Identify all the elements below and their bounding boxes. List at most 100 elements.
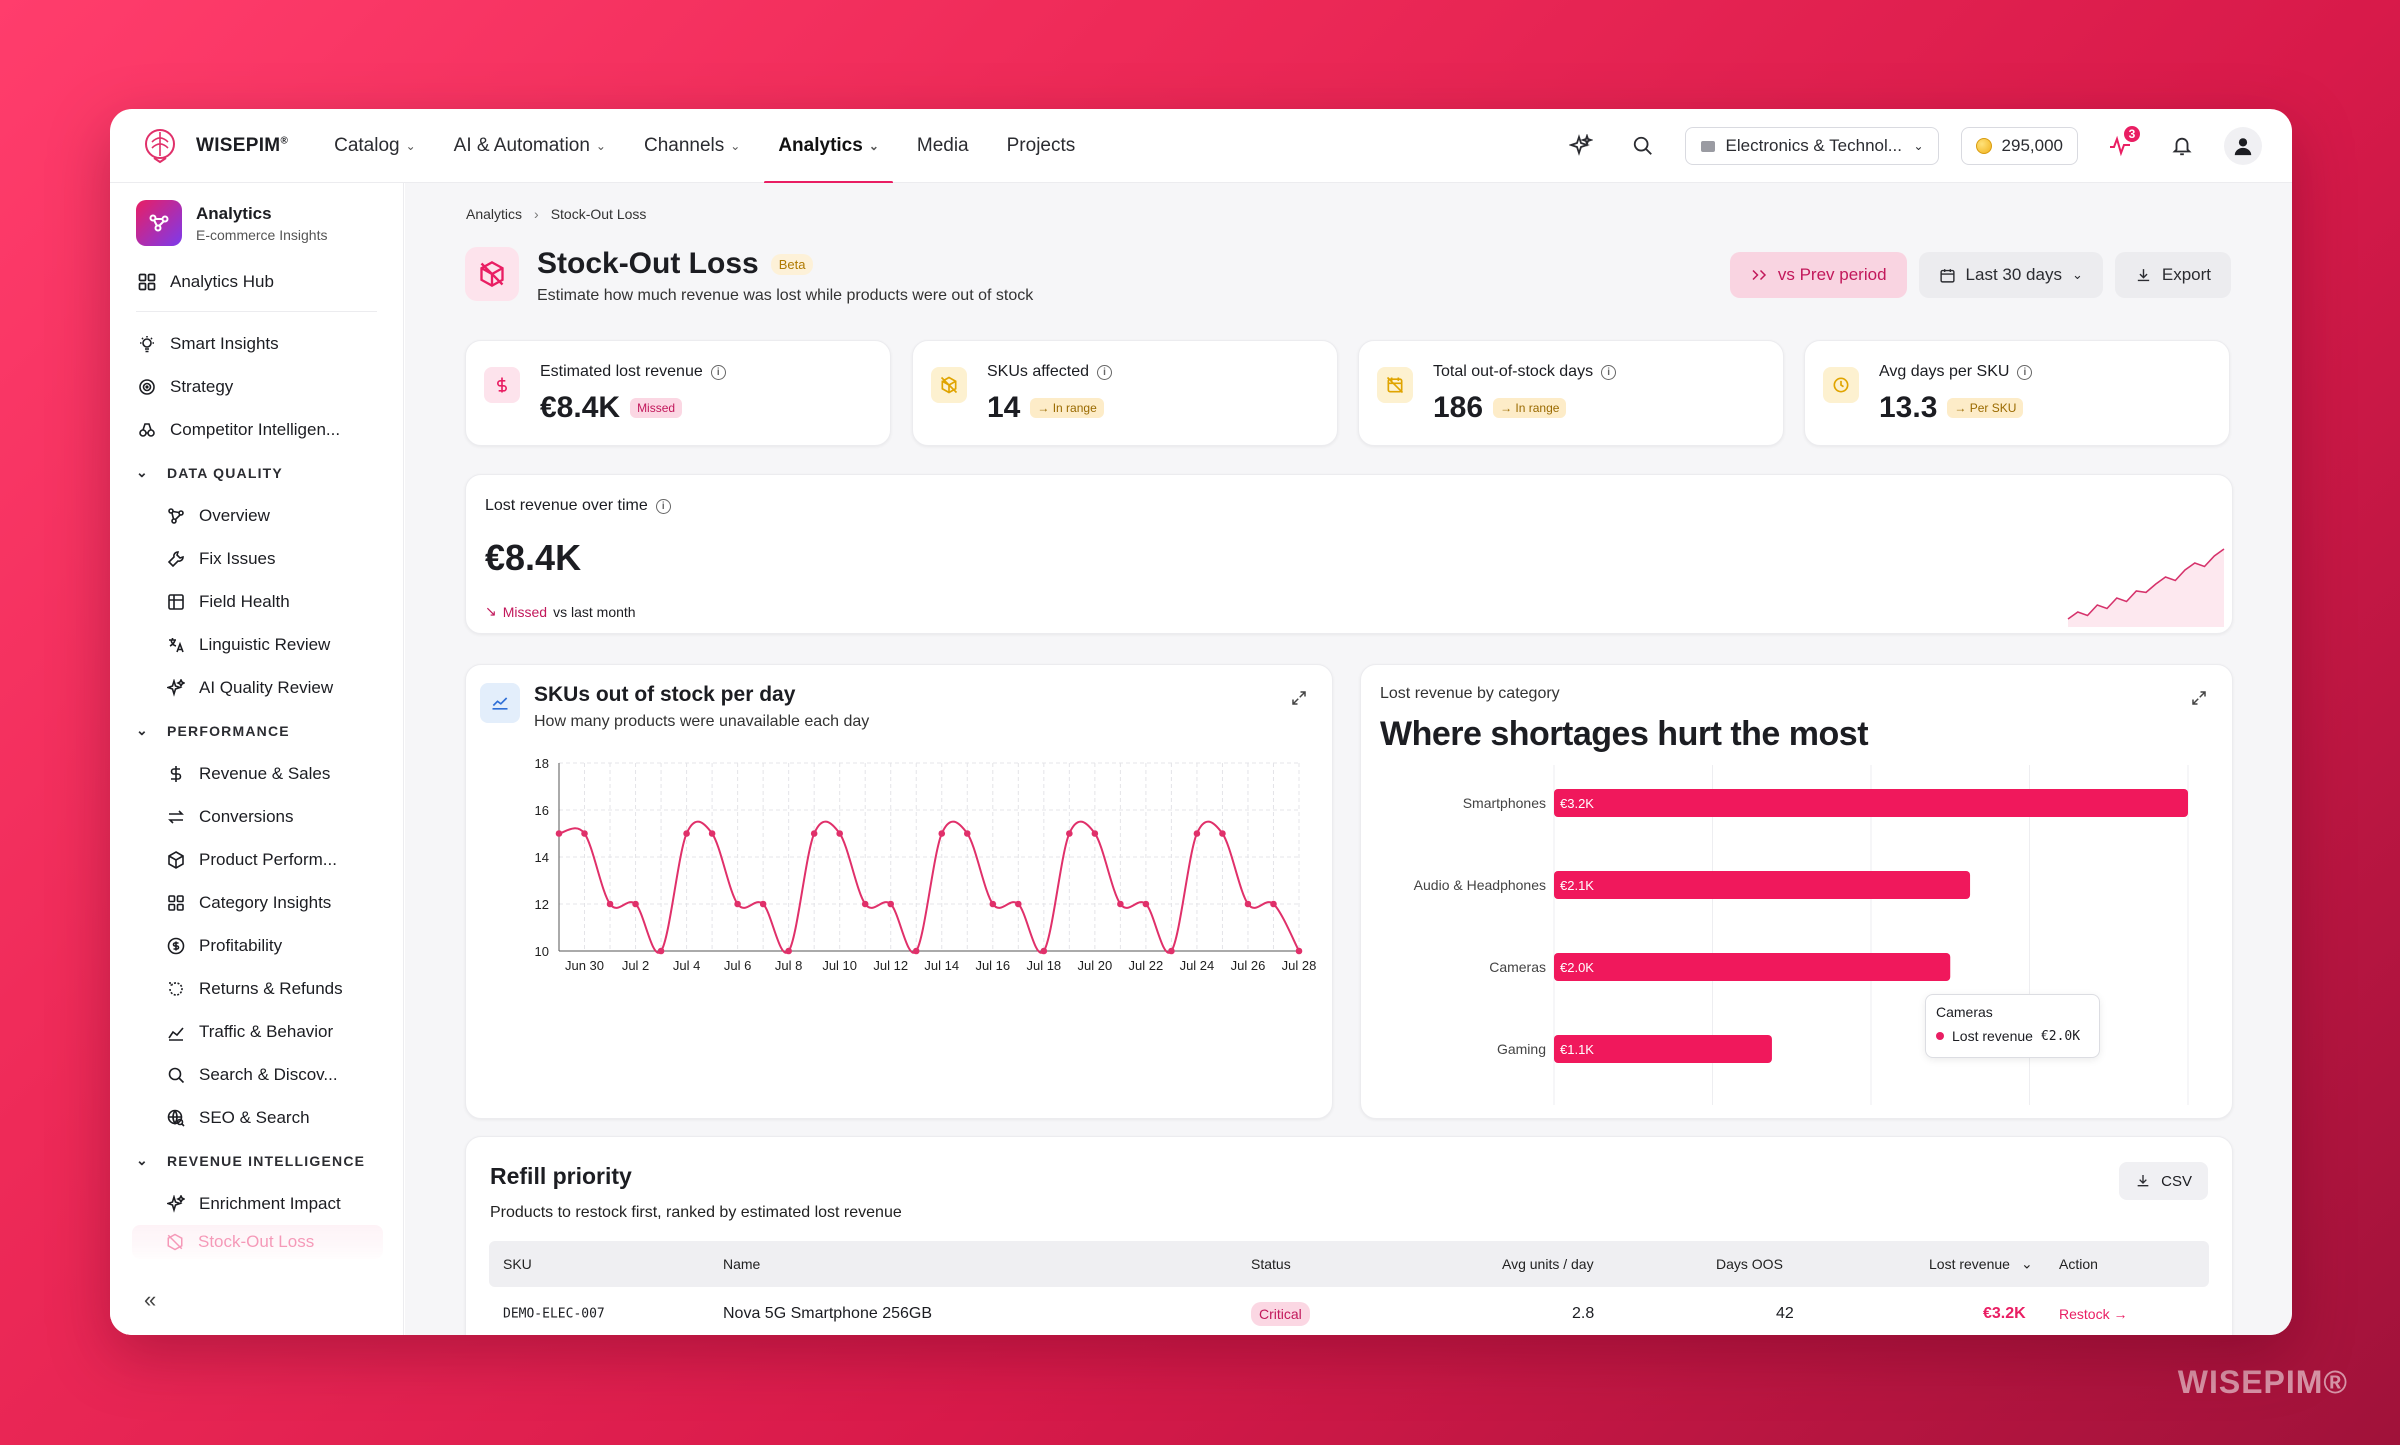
nav-channels[interactable]: Channels ⌄ <box>630 109 754 183</box>
sidebar-section-revenue-intelligence[interactable]: ⌄ REVENUE INTELLIGENCE <box>110 1139 403 1182</box>
csv-download-button[interactable]: CSV <box>2119 1162 2208 1200</box>
table-row[interactable]: DEMO-ELEC-007 Nova 5G Smartphone 256GB C… <box>489 1287 2209 1335</box>
sidebar-item-returns-refunds[interactable]: Returns & Refunds <box>110 967 403 1010</box>
sidebar-item-label: Overview <box>199 505 270 525</box>
data-point[interactable] <box>555 830 563 837</box>
col-status[interactable]: Status <box>1251 1256 1291 1272</box>
sidebar-item-linguistic-review[interactable]: Linguistic Review <box>110 623 403 666</box>
breadcrumb-analytics[interactable]: Analytics <box>466 206 523 222</box>
data-point[interactable] <box>1270 900 1277 908</box>
sidebar-item-seo-search[interactable]: SEO & Search <box>110 1096 403 1139</box>
info-icon[interactable]: i <box>1096 364 1112 380</box>
sidebar-item-competitor-intelligen[interactable]: Competitor Intelligen... <box>110 408 403 451</box>
sidebar-item-conversions[interactable]: Conversions <box>110 795 403 838</box>
data-point[interactable] <box>759 900 767 908</box>
col-name[interactable]: Name <box>723 1256 761 1272</box>
data-point[interactable] <box>1040 947 1048 955</box>
collapse-sidebar-button[interactable]: « <box>144 1287 157 1312</box>
sidebar-item-overview[interactable]: Overview <box>110 494 403 537</box>
category-label: Cameras <box>1489 959 1546 975</box>
data-point[interactable] <box>963 830 971 837</box>
nav-catalog[interactable]: Catalog ⌄ <box>320 109 430 183</box>
bar-audio-headphones[interactable] <box>1554 871 1971 899</box>
x-tick-label: Jul 20 <box>1078 958 1113 973</box>
data-point[interactable] <box>1295 947 1303 955</box>
data-point[interactable] <box>734 900 741 908</box>
data-point[interactable] <box>581 830 588 837</box>
info-icon[interactable]: i <box>1601 364 1617 380</box>
col-days-oos[interactable]: Days OOS <box>1716 1256 1783 1272</box>
sidebar-section-performance[interactable]: ⌄ PERFORMANCE <box>110 709 403 752</box>
data-point[interactable] <box>887 900 895 908</box>
sidebar-item-stock-out-loss[interactable]: Stock-Out Loss <box>132 1225 383 1259</box>
expand-icon[interactable] <box>1290 689 1308 712</box>
data-point[interactable] <box>785 947 792 955</box>
data-point[interactable] <box>1168 947 1175 955</box>
sidebar-item-smart-insights[interactable]: Smart Insights <box>110 322 403 365</box>
search-icon[interactable] <box>1623 126 1663 166</box>
data-point[interactable] <box>606 900 614 908</box>
sidebar-item-enrichment-impact[interactable]: Enrichment Impact <box>110 1182 403 1225</box>
data-point[interactable] <box>810 830 818 837</box>
sort-chevron-icon[interactable]: ⌄ <box>2021 1255 2033 1272</box>
data-point[interactable] <box>1015 900 1022 908</box>
activity-alerts-button[interactable]: 3 <box>2100 123 2142 166</box>
sidebar-item-strategy[interactable]: Strategy <box>110 365 403 408</box>
trend-down-icon: ↘ <box>485 603 497 619</box>
col-lost-revenue[interactable]: Lost revenue <box>1929 1256 2010 1272</box>
data-point[interactable] <box>912 947 920 955</box>
restock-link[interactable]: Restock → <box>2059 1306 2128 1322</box>
data-point[interactable] <box>683 830 690 837</box>
credits-balance[interactable]: 295,000 <box>1960 126 2078 165</box>
info-icon[interactable]: i <box>2017 364 2033 380</box>
data-point[interactable] <box>1219 830 1226 837</box>
nav-media[interactable]: Media <box>903 109 983 183</box>
sidebar-item-analytics-hub[interactable]: Analytics Hub <box>110 260 403 303</box>
nav-ai-automation[interactable]: AI & Automation ⌄ <box>440 109 620 183</box>
ai-sparkle-icon[interactable] <box>1561 126 1601 166</box>
x-tick-label: Jul 22 <box>1129 958 1164 973</box>
data-point[interactable] <box>989 900 997 908</box>
sidebar-item-product-perform[interactable]: Product Perform... <box>110 838 403 881</box>
info-icon[interactable]: i <box>710 364 726 380</box>
data-point[interactable] <box>938 830 946 837</box>
sidebar-item-traffic-behavior[interactable]: Traffic & Behavior <box>110 1010 403 1053</box>
bar-gaming[interactable] <box>1554 1035 1772 1063</box>
export-button[interactable]: Export <box>2114 252 2231 298</box>
sidebar-item-category-insights[interactable]: Category Insights <box>110 881 403 924</box>
bell-icon[interactable] <box>2162 126 2202 166</box>
brand-logo[interactable]: WISEPIM® <box>140 126 288 166</box>
sidebar-item-search-discov[interactable]: Search & Discov... <box>110 1053 403 1096</box>
data-point[interactable] <box>1142 900 1150 908</box>
sidebar-item-field-health[interactable]: Field Health <box>110 580 403 623</box>
data-point[interactable] <box>1091 830 1099 837</box>
col-sku[interactable]: SKU <box>503 1256 532 1272</box>
box-off-icon <box>465 247 519 301</box>
sidebar-item-fix-issues[interactable]: Fix Issues <box>110 537 403 580</box>
data-point[interactable] <box>708 830 716 837</box>
bar-smartphones[interactable] <box>1554 789 2188 817</box>
sidebar-item-ai-quality-review[interactable]: AI Quality Review <box>110 666 403 709</box>
folder-icon <box>1700 140 1715 152</box>
data-point[interactable] <box>1117 900 1124 908</box>
bar-cameras[interactable] <box>1554 953 1951 981</box>
data-point[interactable] <box>1193 830 1201 837</box>
workspace-selector[interactable]: Electronics & Technol... ⌄ <box>1684 126 1939 165</box>
data-point[interactable] <box>657 947 665 955</box>
data-point[interactable] <box>1066 830 1073 837</box>
nav-analytics[interactable]: Analytics ⌄ <box>764 109 893 184</box>
date-range-button[interactable]: Last 30 days ⌄ <box>1918 252 2103 298</box>
info-icon[interactable]: i <box>655 498 671 514</box>
sidebar-item-profitability[interactable]: Profitability <box>110 924 403 967</box>
data-point[interactable] <box>632 900 639 908</box>
sidebar-item-revenue-sales[interactable]: Revenue & Sales <box>110 752 403 795</box>
user-avatar[interactable] <box>2224 126 2262 165</box>
nav-projects[interactable]: Projects <box>993 109 1090 183</box>
compare-period-button[interactable]: vs Prev period <box>1729 252 1907 298</box>
data-point[interactable] <box>861 900 869 908</box>
expand-icon[interactable] <box>2190 689 2208 712</box>
sidebar-section-data-quality[interactable]: ⌄ DATA QUALITY <box>110 451 403 494</box>
data-point[interactable] <box>836 830 843 837</box>
col-avg-units[interactable]: Avg units / day <box>1502 1256 1594 1272</box>
data-point[interactable] <box>1244 900 1252 908</box>
